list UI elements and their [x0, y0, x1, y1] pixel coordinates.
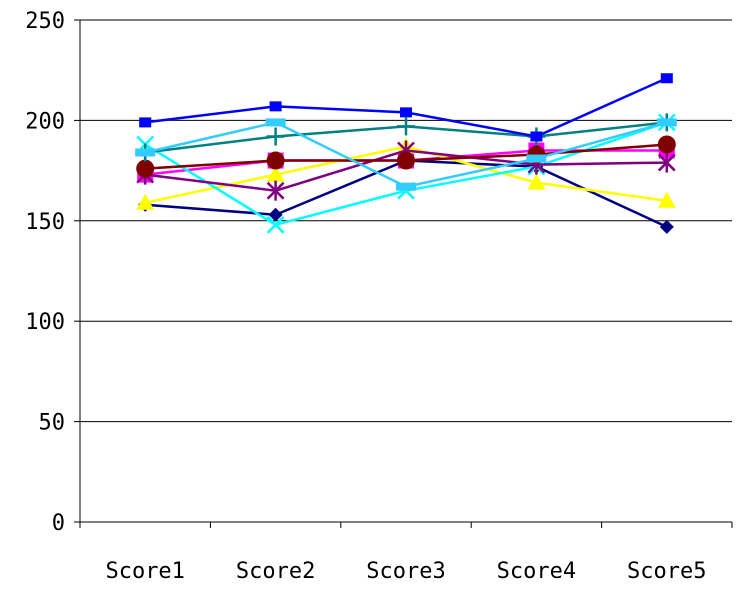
series-9-point-3	[396, 182, 416, 191]
series-4-point-2	[266, 215, 285, 234]
series-8-point-4	[530, 131, 543, 142]
series-8-point-3	[400, 107, 412, 118]
y-tick-label-4: 200	[25, 109, 65, 134]
series-1-point-2	[268, 207, 283, 222]
y-tick-label-1: 50	[39, 411, 66, 436]
series-9	[135, 118, 677, 191]
y-tick-label-0: 0	[52, 511, 65, 536]
series-9-point-1	[135, 148, 156, 157]
series-6-point-3	[397, 151, 415, 170]
series-6-point-1	[136, 159, 155, 178]
gridlines	[80, 19, 732, 423]
series-3-point-5	[657, 191, 676, 208]
x-tick-label-1: Score2	[236, 559, 315, 584]
series-8	[139, 73, 673, 142]
series-8-point-2	[269, 101, 282, 112]
series-8-point-5	[660, 73, 673, 84]
x-tick-label-4: Score5	[627, 559, 706, 584]
y-tick-label-2: 100	[25, 310, 65, 335]
series-9-point-5	[656, 118, 677, 127]
series-1-point-5	[659, 219, 674, 234]
series-3-point-2	[266, 165, 285, 182]
series-6-point-2	[266, 151, 285, 170]
tick-labels: 0 50 100 150 200 250 Score1 Score2 Score3 Score4 S…	[25, 9, 706, 584]
y-tick-label-5: 250	[25, 9, 65, 34]
series-8-point-1	[139, 117, 152, 128]
series-group	[135, 73, 677, 234]
y-tick-label-3: 150	[25, 210, 65, 235]
series-6-point-5	[657, 135, 676, 154]
series-7-point-2	[266, 127, 285, 146]
series-9-point-2	[265, 118, 286, 127]
x-tick-label-3: Score4	[497, 559, 576, 584]
x-tick-label-2: Score3	[366, 559, 445, 584]
series-7-point-3	[397, 117, 415, 136]
axes	[74, 19, 733, 528]
series-3-point-4	[527, 173, 546, 190]
x-tick-label-0: Score1	[105, 559, 184, 584]
series-3-point-1	[136, 193, 155, 210]
series-9-point-4	[526, 154, 547, 163]
series-5-point-2	[266, 180, 285, 201]
series-5-point-5	[657, 152, 676, 173]
